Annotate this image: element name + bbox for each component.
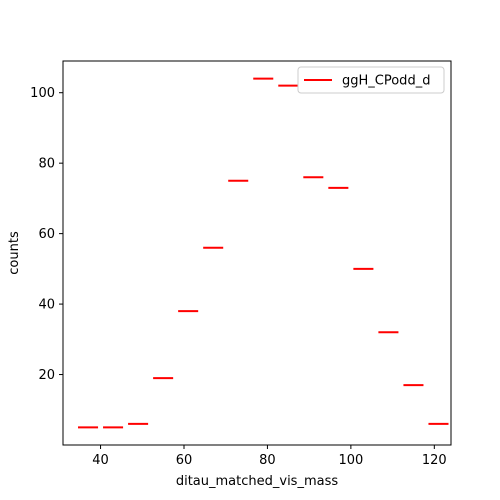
y-tick-label: 60 <box>38 227 55 242</box>
y-axis-label: counts <box>7 231 22 275</box>
legend-box <box>297 66 445 94</box>
y-tick-label: 80 <box>38 157 55 172</box>
plot-area <box>78 77 449 429</box>
x-tick-label: 40 <box>92 453 109 468</box>
y-tick-label: 40 <box>38 298 55 313</box>
x-axis-label: ditau_matched_vis_mass <box>176 474 339 489</box>
legend-label: ggH_CPodd_d <box>342 74 430 89</box>
axes: 40 60 80 100 120 20 40 60 80 100 <box>30 60 452 468</box>
y-tick-label: 20 <box>38 368 55 383</box>
plot-frame <box>62 60 452 446</box>
x-tick-label: 80 <box>259 453 276 468</box>
legend: ggH_CPodd_d <box>297 66 445 94</box>
x-tick-label: 60 <box>176 453 193 468</box>
x-tick-label: 100 <box>338 453 363 468</box>
y-tick-label: 100 <box>30 86 55 101</box>
x-tick-label: 120 <box>422 453 447 468</box>
